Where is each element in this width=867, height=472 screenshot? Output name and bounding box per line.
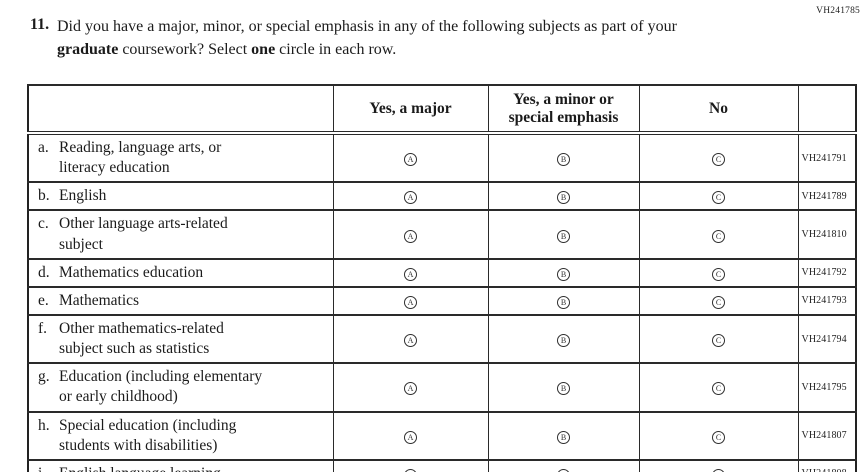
subject-cell: g. Education (including elementary or ear…	[27, 362, 334, 413]
option-a-radio[interactable]: A	[404, 267, 417, 281]
option-b-radio[interactable]: B	[557, 430, 570, 444]
header-code	[797, 84, 857, 135]
option-c-radio[interactable]: C	[712, 153, 725, 167]
subject-cell: h. Special education (including students …	[27, 410, 334, 461]
option-cell: B	[487, 209, 640, 260]
subject-cell: e. Mathematics	[27, 285, 334, 316]
option-c-radio[interactable]: C	[712, 295, 725, 309]
option-cell: C	[638, 209, 799, 260]
option-cell: B	[487, 131, 640, 184]
option-b-radio[interactable]: B	[557, 295, 570, 309]
option-b-radio[interactable]: B	[557, 382, 570, 396]
option-b-radio[interactable]: B	[557, 153, 570, 167]
option-cell: B	[487, 257, 640, 288]
table-row: a. Reading, language arts, or literacy ed…	[27, 131, 857, 184]
option-cell: B	[487, 313, 640, 365]
option-a-radio[interactable]: A	[404, 191, 417, 205]
option-cell: B	[487, 410, 640, 461]
row-item-code: VH241791	[797, 131, 857, 184]
option-c-radio[interactable]: C	[712, 267, 725, 281]
option-cell: A	[332, 458, 489, 472]
table-row: f. Other mathematics-related subject such…	[27, 313, 857, 365]
option-b-radio[interactable]: B	[557, 191, 570, 205]
option-cell: B	[487, 458, 640, 472]
option-c-radio[interactable]: C	[712, 430, 725, 444]
option-c-radio[interactable]: C	[712, 229, 725, 243]
option-cell: C	[638, 362, 799, 413]
option-a-radio[interactable]: A	[404, 334, 417, 348]
header-no: No	[638, 84, 799, 135]
option-b-radio[interactable]: B	[557, 267, 570, 281]
row-item-code: VH241792	[797, 257, 857, 288]
table-row: d. Mathematics education A B C VH241792	[27, 257, 857, 288]
subject-cell: a. Reading, language arts, or literacy ed…	[27, 131, 334, 184]
option-c-radio[interactable]: C	[712, 191, 725, 205]
form-item-code: VH241785	[816, 6, 860, 16]
subject-cell: c. Other language arts-related subject	[27, 209, 334, 260]
question-text: Did you have a major, minor, or special …	[57, 18, 677, 58]
option-cell: A	[332, 257, 489, 288]
subject-cell: d. Mathematics education	[27, 257, 334, 288]
option-cell: B	[487, 285, 640, 316]
header-yes-major: Yes, a major	[332, 84, 489, 135]
table-row: h. Special education (including students …	[27, 410, 857, 461]
row-item-code: VH241810	[797, 209, 857, 260]
option-cell: C	[638, 313, 799, 365]
option-a-radio[interactable]: A	[404, 430, 417, 444]
row-item-code: VH241795	[797, 362, 857, 413]
subject-cell: f. Other mathematics-related subject such…	[27, 313, 334, 365]
option-cell: C	[638, 410, 799, 461]
option-cell: A	[332, 362, 489, 413]
option-b-radio[interactable]: B	[557, 229, 570, 243]
table-row: b. English A B C VH241789	[27, 181, 857, 212]
option-cell: C	[638, 458, 799, 472]
subject-cell: i.English language learning	[27, 458, 334, 472]
option-cell: A	[332, 209, 489, 260]
question-block: 11. Did you have a major, minor, or spec…	[30, 16, 689, 61]
table-row: e. Mathematics A B C VH241793	[27, 285, 857, 316]
option-c-radio[interactable]: C	[712, 382, 725, 396]
header-yes-minor: Yes, a minor or special emphasis	[487, 84, 640, 135]
table-row: i.English language learning A B C VH2418…	[27, 458, 857, 472]
option-cell: B	[487, 362, 640, 413]
option-cell: C	[638, 257, 799, 288]
option-cell: A	[332, 285, 489, 316]
option-cell: A	[332, 313, 489, 365]
option-cell: B	[487, 181, 640, 212]
question-number: 11.	[30, 16, 50, 33]
row-item-code: VH241789	[797, 181, 857, 212]
option-cell: A	[332, 131, 489, 184]
option-cell: C	[638, 285, 799, 316]
row-item-code: VH241793	[797, 285, 857, 316]
row-item-code: VH241807	[797, 410, 857, 461]
subject-cell: b. English	[27, 181, 334, 212]
response-table: Yes, a major Yes, a minor or special emp…	[27, 84, 857, 472]
option-cell: A	[332, 181, 489, 212]
option-b-radio[interactable]: B	[557, 334, 570, 348]
option-cell: A	[332, 410, 489, 461]
option-a-radio[interactable]: A	[404, 229, 417, 243]
option-a-radio[interactable]: A	[404, 382, 417, 396]
option-cell: C	[638, 131, 799, 184]
table-header-row: Yes, a major Yes, a minor or special emp…	[27, 84, 857, 135]
option-c-radio[interactable]: C	[712, 334, 725, 348]
table-row: c. Other language arts-related subject A …	[27, 209, 857, 260]
header-subject	[27, 84, 334, 135]
option-a-radio[interactable]: A	[404, 153, 417, 167]
row-item-code: VH241794	[797, 313, 857, 365]
option-a-radio[interactable]: A	[404, 295, 417, 309]
row-item-code: VH241808	[797, 458, 857, 472]
option-cell: C	[638, 181, 799, 212]
table-row: g. Education (including elementary or ear…	[27, 362, 857, 413]
